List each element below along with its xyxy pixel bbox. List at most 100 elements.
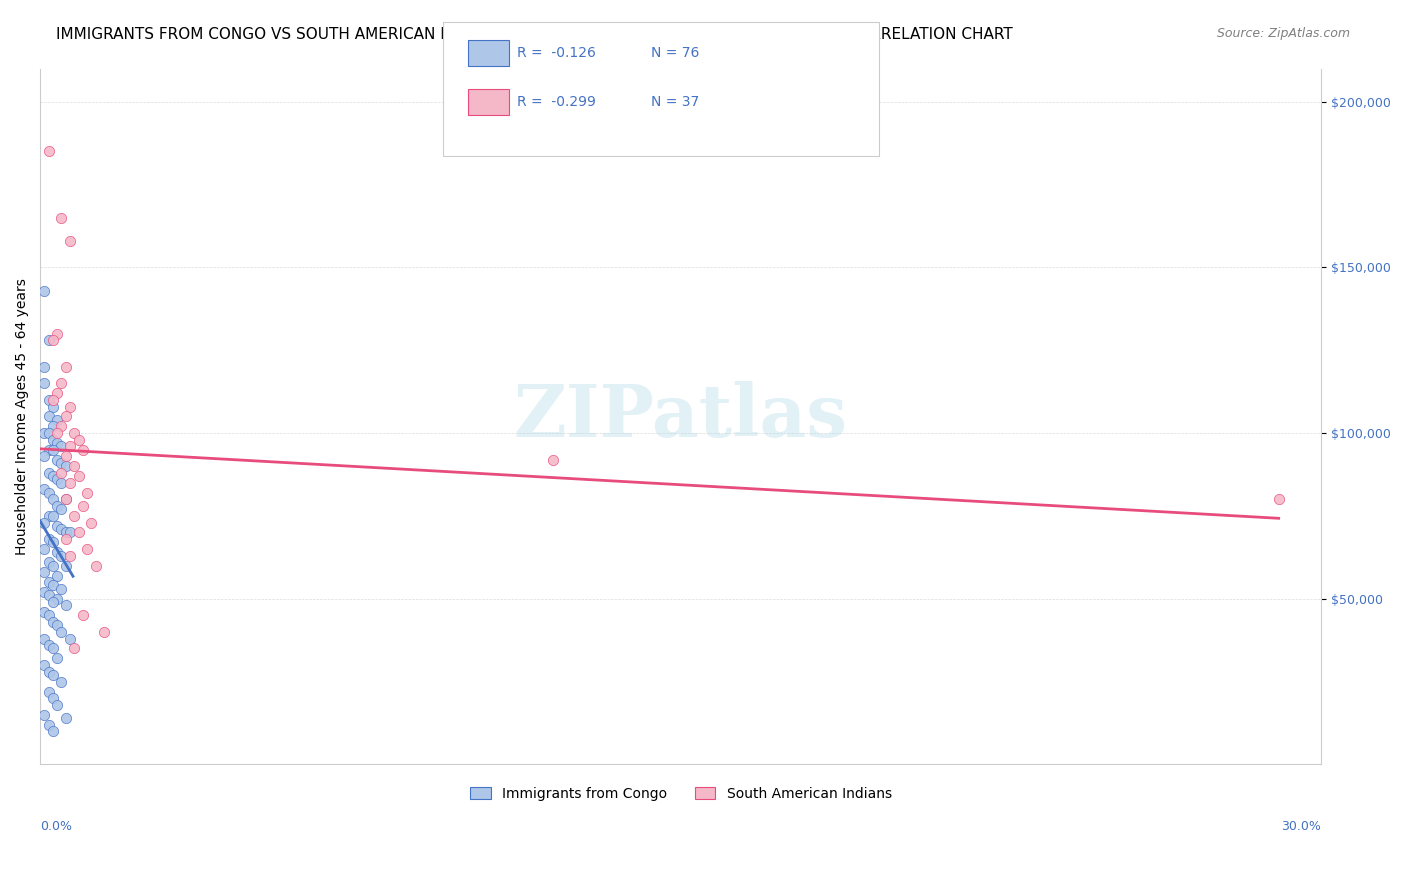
Point — [51, 624, 73, 639]
Point — [55, 599, 77, 613]
Point — [46, 545, 69, 559]
Point — [42, 558, 65, 573]
Point — [1267, 492, 1289, 507]
Point — [67, 433, 90, 447]
Text: 0.0%: 0.0% — [41, 820, 72, 833]
Point — [38, 485, 60, 500]
Point — [72, 442, 94, 457]
Point — [38, 442, 60, 457]
Point — [55, 449, 77, 463]
Point — [34, 359, 56, 374]
Point — [46, 519, 69, 533]
Point — [38, 608, 60, 623]
Point — [34, 707, 56, 722]
Point — [34, 542, 56, 557]
Point — [42, 392, 65, 407]
Point — [55, 711, 77, 725]
Point — [46, 452, 69, 467]
Point — [59, 549, 82, 563]
Point — [46, 386, 69, 401]
Point — [59, 632, 82, 646]
Point — [34, 376, 56, 391]
Point — [34, 425, 56, 440]
Point — [38, 508, 60, 523]
Point — [38, 717, 60, 731]
Point — [42, 400, 65, 414]
Point — [51, 376, 73, 391]
Point — [38, 589, 60, 603]
Point — [55, 492, 77, 507]
Point — [42, 442, 65, 457]
Point — [76, 485, 98, 500]
Point — [42, 595, 65, 609]
Point — [34, 449, 56, 463]
Point — [67, 469, 90, 483]
Point — [55, 359, 77, 374]
Point — [38, 466, 60, 480]
Point — [42, 433, 65, 447]
Point — [38, 684, 60, 698]
Point — [34, 632, 56, 646]
Point — [38, 575, 60, 590]
Point — [55, 525, 77, 540]
Point — [46, 425, 69, 440]
Point — [541, 452, 564, 467]
Point — [59, 439, 82, 453]
Point — [55, 492, 77, 507]
Point — [34, 566, 56, 580]
Point — [38, 638, 60, 652]
Point — [51, 549, 73, 563]
Point — [51, 674, 73, 689]
Point — [38, 333, 60, 347]
Point — [51, 475, 73, 490]
Text: Source: ZipAtlas.com: Source: ZipAtlas.com — [1216, 27, 1350, 40]
Point — [38, 409, 60, 424]
Point — [59, 400, 82, 414]
Point — [46, 473, 69, 487]
Point — [46, 698, 69, 712]
Point — [46, 326, 69, 341]
Point — [51, 439, 73, 453]
Point — [63, 641, 86, 656]
Point — [38, 532, 60, 546]
Point — [34, 605, 56, 619]
Point — [51, 502, 73, 516]
Point — [34, 284, 56, 298]
Point — [55, 532, 77, 546]
Point — [63, 459, 86, 474]
Text: R =  -0.126: R = -0.126 — [517, 45, 596, 60]
Point — [38, 425, 60, 440]
Point — [51, 522, 73, 536]
Point — [55, 459, 77, 474]
Point — [42, 691, 65, 706]
Point — [80, 516, 103, 530]
Point — [34, 658, 56, 673]
Point — [59, 525, 82, 540]
Point — [34, 483, 56, 497]
Point — [42, 615, 65, 629]
Text: IMMIGRANTS FROM CONGO VS SOUTH AMERICAN INDIAN HOUSEHOLDER INCOME AGES 45 - 64 Y: IMMIGRANTS FROM CONGO VS SOUTH AMERICAN … — [56, 27, 1012, 42]
Point — [51, 419, 73, 434]
Point — [84, 558, 107, 573]
Point — [55, 409, 77, 424]
Point — [42, 469, 65, 483]
Text: N = 76: N = 76 — [651, 45, 699, 60]
Point — [46, 618, 69, 632]
Point — [42, 578, 65, 592]
Point — [63, 508, 86, 523]
Point — [76, 542, 98, 557]
Point — [59, 234, 82, 248]
Point — [34, 585, 56, 599]
Point — [51, 582, 73, 596]
Point — [42, 492, 65, 507]
Point — [59, 475, 82, 490]
Point — [67, 525, 90, 540]
Point — [46, 651, 69, 665]
Text: R =  -0.299: R = -0.299 — [517, 95, 596, 109]
Point — [38, 392, 60, 407]
Point — [46, 499, 69, 513]
Legend: Immigrants from Congo, South American Indians: Immigrants from Congo, South American In… — [464, 781, 897, 806]
Point — [38, 145, 60, 159]
Point — [38, 665, 60, 679]
Text: 30.0%: 30.0% — [1281, 820, 1322, 833]
